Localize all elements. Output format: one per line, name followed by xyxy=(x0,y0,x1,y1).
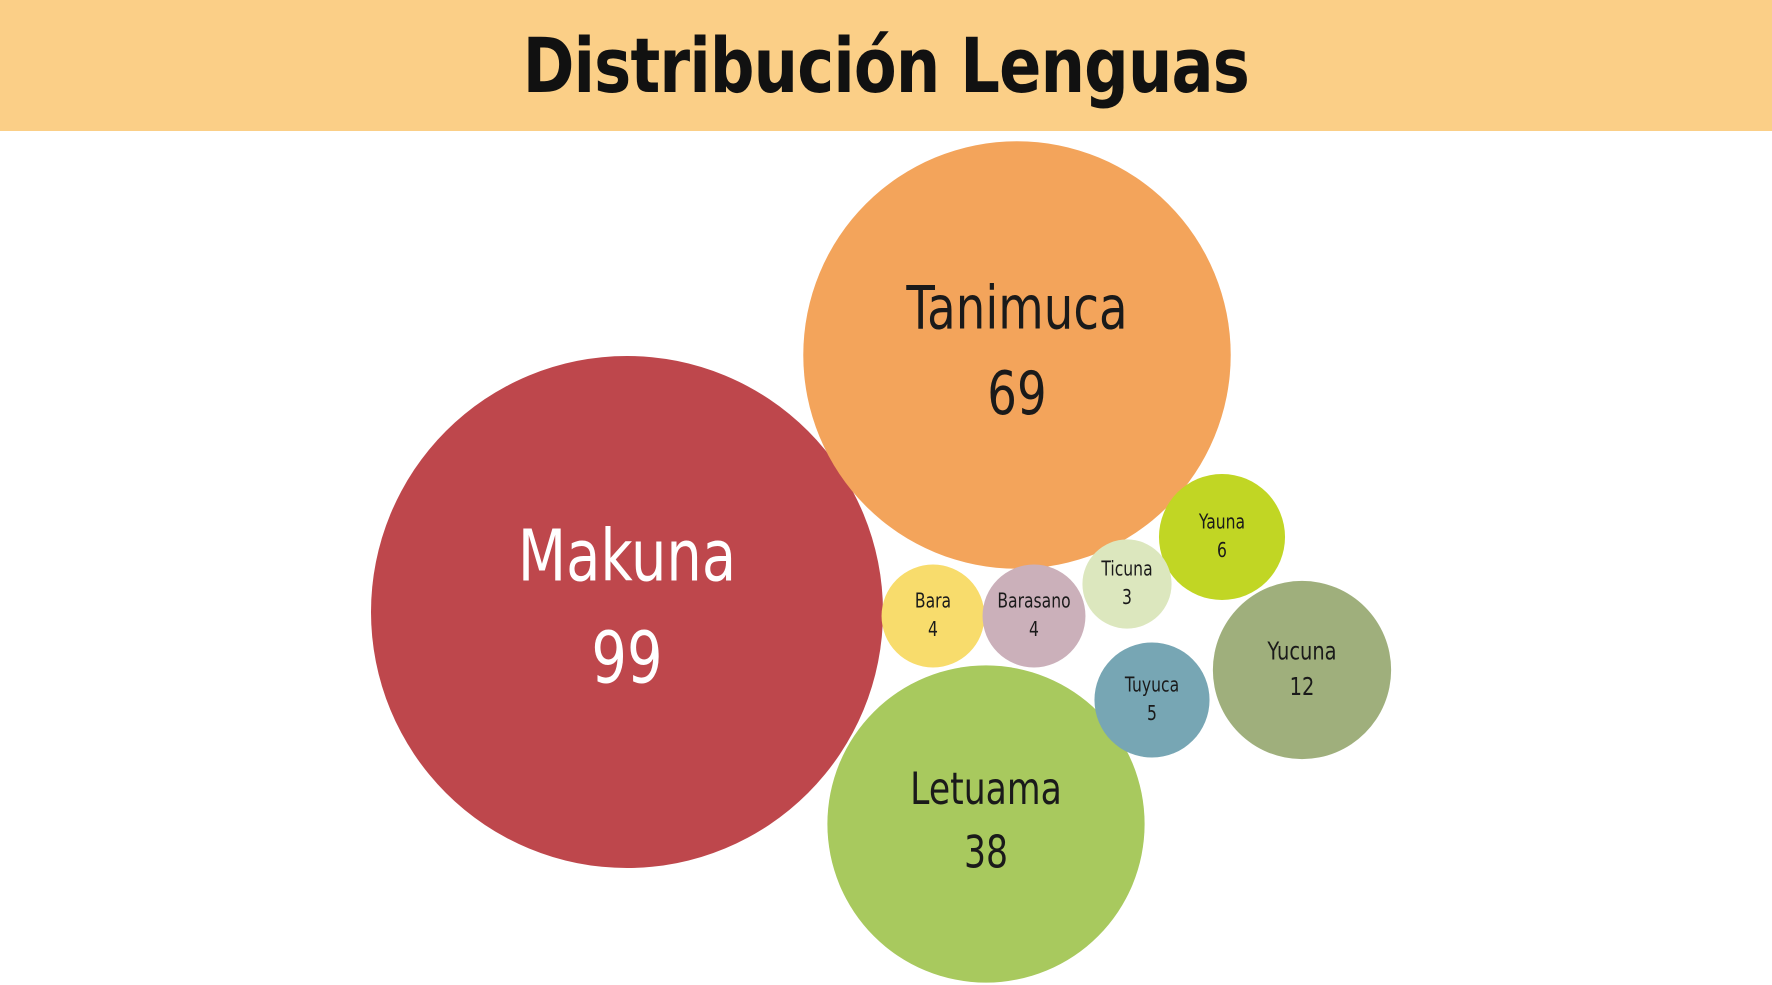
bubble-bara xyxy=(881,564,985,668)
bubble-value-yucuna: 12 xyxy=(1290,673,1315,702)
bubble-tuyuca xyxy=(1094,642,1210,758)
bubble-ticuna xyxy=(1082,539,1172,629)
bubble-barasano xyxy=(982,564,1086,668)
bubble-label-yucuna: Yucuna xyxy=(1267,637,1337,666)
bubble-yauna xyxy=(1158,473,1286,601)
bubble-label-bara: Bara xyxy=(915,589,951,612)
bubble-letuama xyxy=(827,665,1145,983)
chart-title: Distribución Lenguas xyxy=(522,21,1250,110)
title-bar: Distribución Lenguas xyxy=(0,0,1772,131)
bubble-value-tanimuca: 69 xyxy=(987,358,1046,428)
bubble-label-letuama: Letuama xyxy=(910,764,1062,815)
bubble-value-letuama: 38 xyxy=(964,827,1008,878)
bubble-label-tanimuca: Tanimuca xyxy=(906,273,1128,343)
bubble-value-ticuna: 3 xyxy=(1122,586,1132,609)
bubble-yucuna xyxy=(1212,580,1392,760)
bubble-value-bara: 4 xyxy=(928,618,938,641)
bubble-label-makuna: Makuna xyxy=(518,515,736,599)
bubble-label-yauna: Yauna xyxy=(1198,510,1245,533)
bubble-label-barasano: Barasano xyxy=(997,589,1070,612)
bubble-makuna xyxy=(371,356,883,868)
bubble-label-ticuna: Ticuna xyxy=(1100,557,1152,580)
bubble-value-tuyuca: 5 xyxy=(1147,702,1157,725)
bubble-value-barasano: 4 xyxy=(1029,618,1039,641)
bubble-value-makuna: 99 xyxy=(591,617,662,701)
bubble-label-tuyuca: Tuyuca xyxy=(1124,673,1179,696)
bubble-tanimuca xyxy=(803,141,1231,569)
bubble-value-yauna: 6 xyxy=(1217,539,1227,562)
